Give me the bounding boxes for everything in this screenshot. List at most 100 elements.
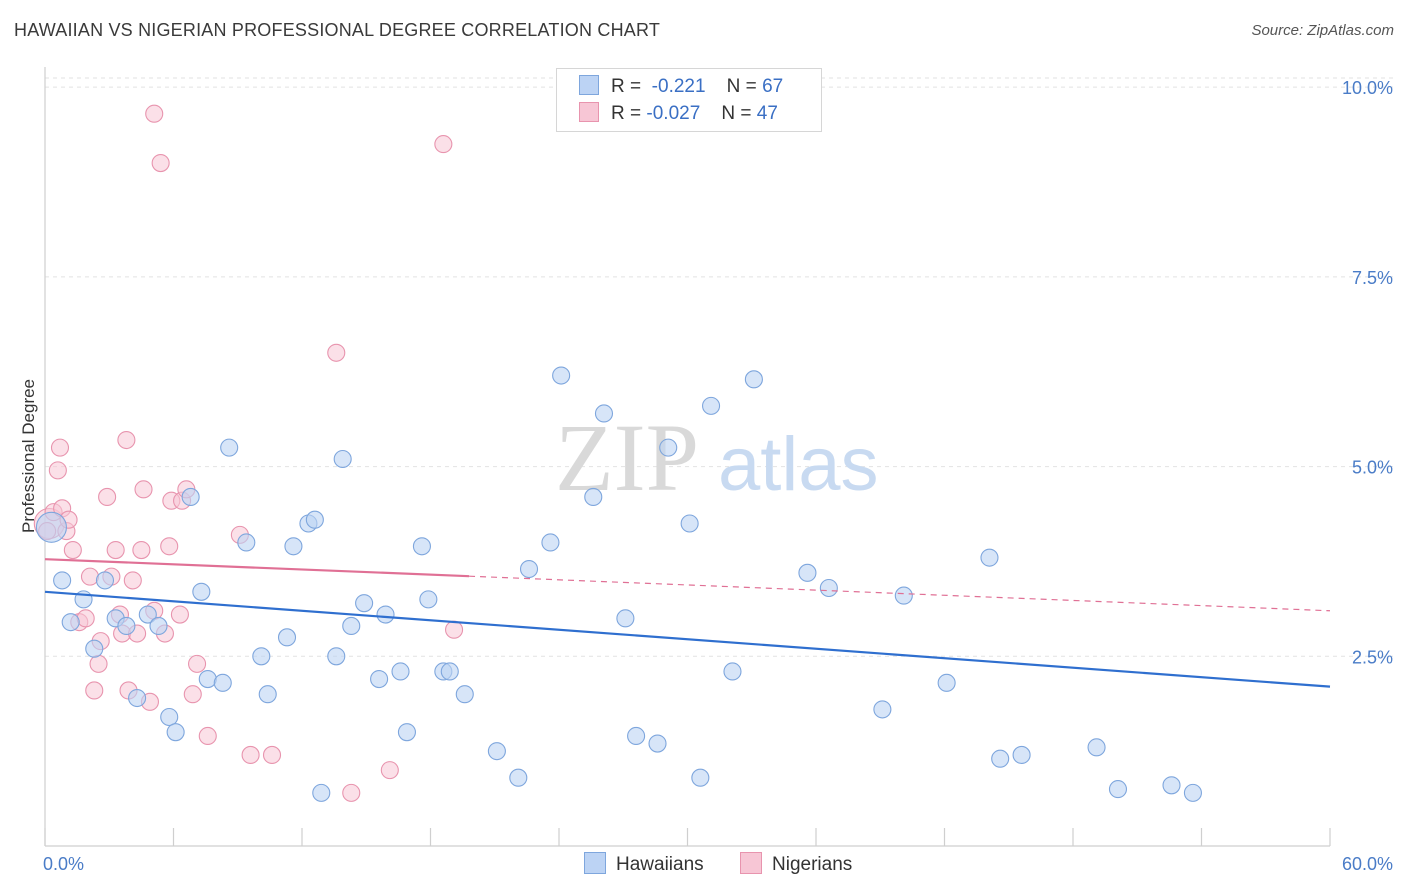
watermark-zip: ZIP bbox=[555, 404, 699, 511]
hawaiians-point bbox=[723, 662, 742, 681]
hawaiians-point bbox=[333, 449, 352, 469]
hawaiians-point bbox=[397, 723, 416, 742]
nigerians-point bbox=[198, 726, 217, 746]
hawaiians-point bbox=[616, 609, 635, 628]
hawaiians-point bbox=[648, 734, 667, 753]
hawaiians-point bbox=[138, 605, 157, 624]
hawaiians-point bbox=[160, 707, 179, 727]
watermark: ZIP atlas bbox=[555, 404, 879, 511]
nigerians-legend-label: Nigerians bbox=[772, 854, 853, 875]
hawaiians-point bbox=[691, 768, 710, 787]
hawaiians-point bbox=[594, 404, 614, 423]
bottom-legend-nigerians: Nigerians bbox=[740, 852, 852, 876]
hawaiians-point bbox=[1108, 780, 1128, 799]
r-value-hawaiians: -0.221 bbox=[651, 76, 706, 97]
hawaiians-point bbox=[702, 396, 721, 415]
hawaiians-point bbox=[980, 548, 999, 567]
stats-legend: R = -0.221 N = 67 R = -0.027 N = 47 bbox=[556, 68, 822, 132]
hawaiians-point bbox=[798, 563, 817, 582]
hawaiians-point bbox=[284, 537, 303, 556]
hawaiians-point bbox=[355, 594, 374, 613]
nigerians-point bbox=[342, 783, 361, 802]
nigerians-point bbox=[89, 654, 108, 673]
y-tick-label: 5.0% bbox=[1352, 458, 1393, 478]
hawaiians-point bbox=[237, 533, 256, 552]
nigerians-point bbox=[80, 567, 100, 586]
hawaiians-point bbox=[85, 639, 104, 658]
hawaiians-trend-line bbox=[44, 590, 1331, 688]
hawaiians-point bbox=[117, 616, 136, 635]
trend-lines bbox=[44, 558, 1331, 688]
r-value-nigerians: -0.027 bbox=[646, 103, 701, 124]
n-value-hawaiians: 67 bbox=[762, 76, 784, 97]
hawaiians-point bbox=[1087, 738, 1106, 757]
hawaiians-point bbox=[370, 670, 389, 689]
nigerians-point bbox=[48, 461, 67, 480]
y-tick-label: 2.5% bbox=[1352, 647, 1393, 667]
hawaiians-point bbox=[1183, 783, 1202, 802]
nigerians-point bbox=[241, 745, 260, 764]
hawaiians-point bbox=[305, 510, 324, 529]
hawaiians-point bbox=[277, 628, 297, 647]
hawaiians-point bbox=[894, 586, 913, 605]
nigerians-trend-line bbox=[44, 558, 470, 578]
nigerians-trend-line-extension bbox=[469, 575, 1331, 612]
hawaiians-point bbox=[312, 783, 331, 802]
nigerians-point bbox=[183, 685, 202, 704]
hawaiians-point bbox=[487, 742, 506, 761]
nigerians-point bbox=[380, 761, 399, 780]
nigerians-point bbox=[98, 487, 117, 506]
y-tick-label: 7.5% bbox=[1352, 268, 1393, 288]
hawaiians-legend-swatch bbox=[584, 852, 606, 874]
y-tick-label: 10.0% bbox=[1342, 78, 1393, 98]
hawaiians-point bbox=[61, 613, 80, 632]
hawaiians-point bbox=[519, 559, 539, 579]
chart-title: HAWAIIAN VS NIGERIAN PROFESSIONAL DEGREE… bbox=[14, 20, 661, 40]
hawaiians-point bbox=[1012, 745, 1031, 764]
hawaiians-swatch bbox=[579, 75, 599, 95]
hawaiians-point bbox=[258, 685, 277, 704]
legend-row-nigerians: R = -0.027 N = 47 bbox=[579, 102, 778, 128]
nigerians-point bbox=[262, 745, 282, 764]
nigerians-point bbox=[434, 135, 453, 154]
hawaiians-point bbox=[95, 571, 115, 590]
nigerians-point bbox=[151, 154, 170, 173]
nigerians-point bbox=[170, 605, 189, 624]
r-label: R = bbox=[611, 103, 642, 124]
nigerians-point bbox=[327, 343, 346, 362]
hawaiians-point bbox=[198, 670, 217, 689]
hawaiians-point bbox=[584, 487, 603, 506]
hawaiians-point bbox=[192, 582, 211, 601]
hawaiians-point bbox=[213, 673, 232, 692]
hawaiians-point bbox=[1162, 776, 1181, 795]
watermark-atlas: atlas bbox=[718, 422, 879, 507]
hawaiians-legend-label: Hawaiians bbox=[616, 854, 704, 875]
x-tick-label-min: 0.0% bbox=[43, 854, 84, 874]
y-axis-label: Professional Degree bbox=[19, 379, 38, 533]
hawaiians-point bbox=[819, 578, 838, 598]
source-label: Source: ZipAtlas.com bbox=[1251, 22, 1394, 39]
hawaiians-point bbox=[391, 662, 410, 681]
n-label: N = bbox=[726, 76, 757, 97]
hawaiians-point bbox=[327, 647, 346, 666]
nigerians-point bbox=[50, 438, 70, 457]
hawaiians-point bbox=[455, 685, 474, 704]
hawaiians-point bbox=[552, 366, 571, 385]
nigerians-point bbox=[123, 571, 142, 590]
hawaiians-point bbox=[166, 723, 185, 742]
legend-row-hawaiians: R = -0.221 N = 67 bbox=[579, 75, 783, 101]
hawaiians-point bbox=[128, 688, 147, 708]
hawaiians-point bbox=[744, 370, 763, 389]
n-label: N = bbox=[721, 103, 752, 124]
bottom-legend-hawaiians: Hawaiians bbox=[584, 852, 704, 876]
nigerians-point bbox=[134, 480, 153, 499]
hawaiians-point bbox=[220, 438, 239, 457]
nigerians-point bbox=[445, 620, 464, 639]
hawaiians-point bbox=[627, 726, 646, 746]
hawaiians-point bbox=[149, 616, 168, 635]
nigerians-point bbox=[117, 430, 136, 450]
r-label: R = bbox=[611, 76, 642, 97]
nigerians-point bbox=[145, 104, 164, 123]
hawaiians-point bbox=[440, 662, 459, 681]
